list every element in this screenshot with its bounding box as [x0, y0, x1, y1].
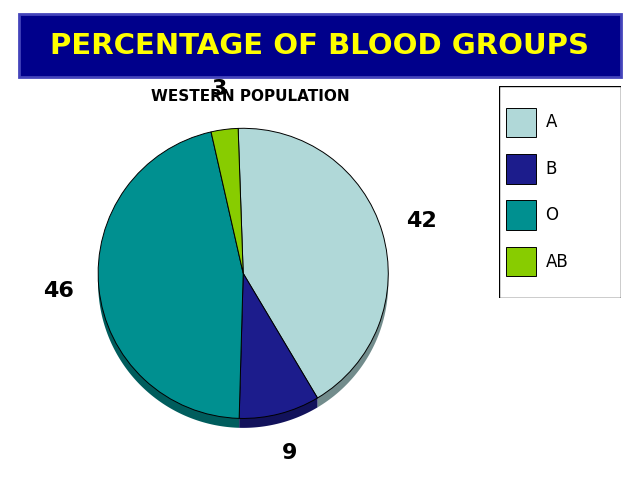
Text: PERCENTAGE OF BLOOD GROUPS: PERCENTAGE OF BLOOD GROUPS	[51, 32, 589, 60]
Polygon shape	[239, 388, 317, 428]
Polygon shape	[98, 264, 239, 428]
Bar	[506, 201, 536, 230]
Polygon shape	[317, 266, 388, 408]
Text: 9: 9	[282, 443, 298, 463]
Bar	[506, 154, 536, 183]
Text: 46: 46	[43, 281, 74, 301]
Wedge shape	[98, 132, 243, 419]
Text: O: O	[545, 206, 559, 224]
Wedge shape	[238, 128, 388, 398]
Bar	[506, 247, 536, 276]
Text: 42: 42	[406, 211, 436, 231]
Wedge shape	[211, 128, 243, 274]
Text: B: B	[545, 160, 557, 178]
Text: 3: 3	[212, 79, 227, 99]
Text: A: A	[545, 113, 557, 132]
Text: AB: AB	[545, 252, 568, 271]
Text: WESTERN POPULATION: WESTERN POPULATION	[151, 89, 350, 104]
Bar	[506, 108, 536, 137]
Wedge shape	[239, 274, 317, 419]
